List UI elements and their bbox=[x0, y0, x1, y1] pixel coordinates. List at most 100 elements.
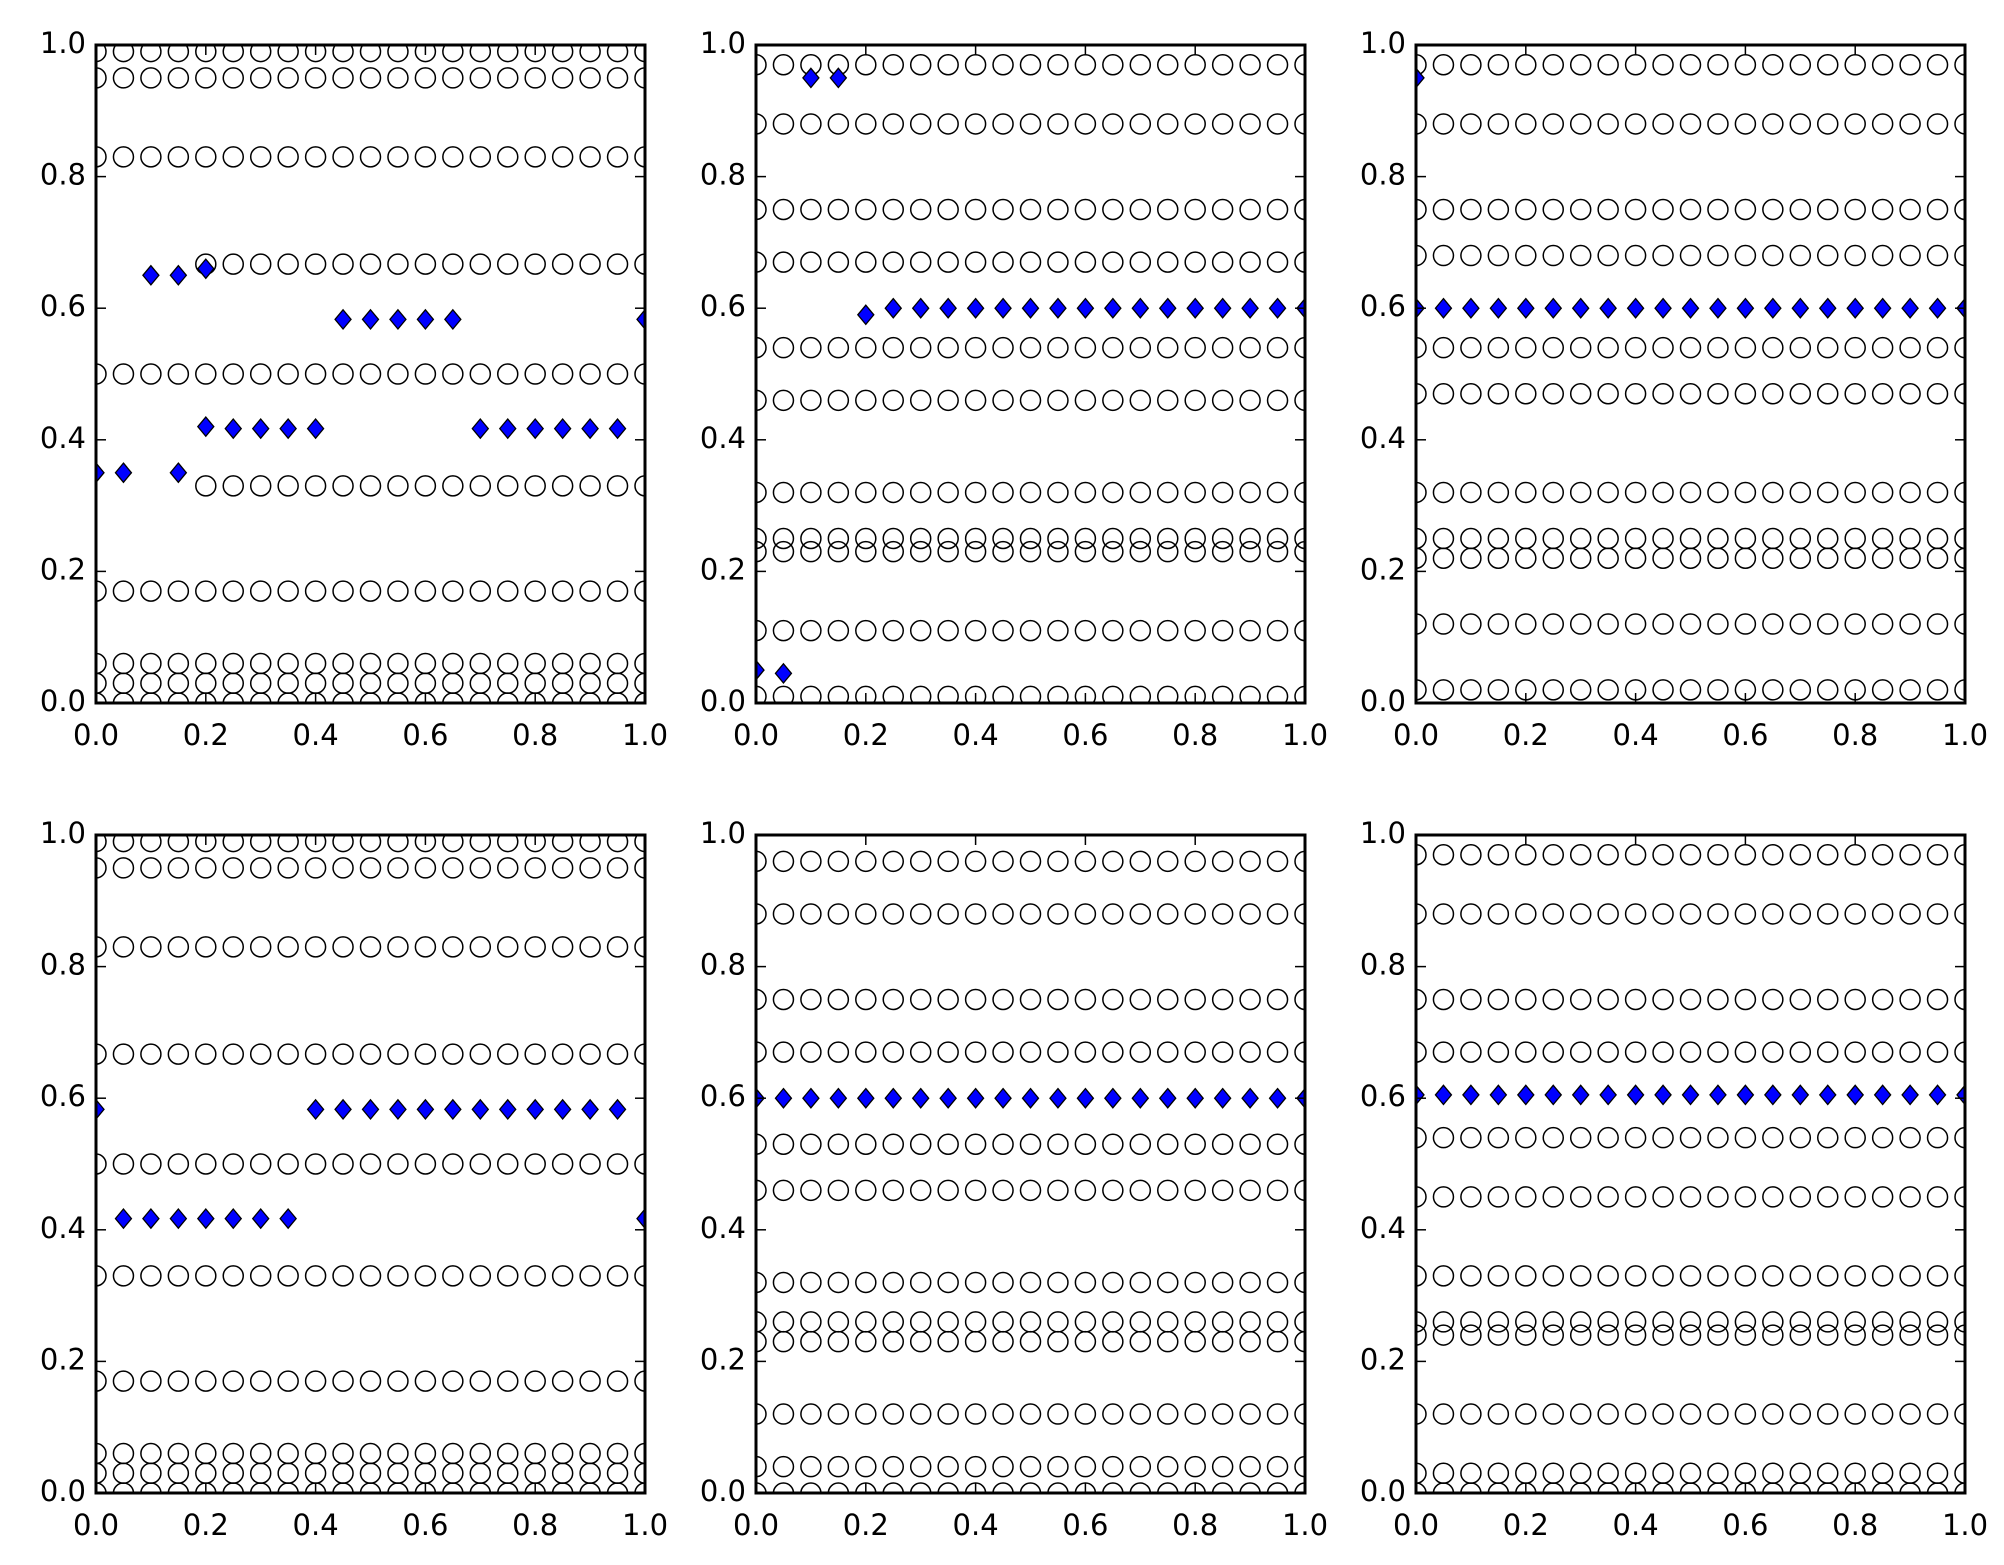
circle-point bbox=[992, 336, 1014, 359]
diamond-point bbox=[1736, 297, 1755, 319]
circle-point bbox=[222, 1442, 244, 1465]
circle-point bbox=[964, 113, 987, 135]
circle-point bbox=[937, 1330, 959, 1353]
circle-point bbox=[1294, 53, 1305, 76]
circle-point bbox=[112, 580, 135, 602]
circle-point bbox=[442, 672, 464, 695]
circle-point bbox=[1047, 1179, 1069, 1202]
circle-point bbox=[1047, 527, 1069, 550]
circle-point bbox=[387, 672, 409, 695]
circle-point bbox=[1294, 527, 1305, 550]
circle-point bbox=[855, 1455, 877, 1478]
circle-point bbox=[1707, 1041, 1729, 1063]
circle-point bbox=[1652, 527, 1674, 550]
circle-point bbox=[855, 1330, 877, 1353]
x-tick-label: 0.0 bbox=[733, 718, 779, 752]
circle-point bbox=[800, 850, 822, 873]
circle-point bbox=[1019, 1455, 1042, 1478]
circle-point bbox=[1047, 1482, 1069, 1493]
circle-point bbox=[1074, 1179, 1097, 1202]
circle-point bbox=[1762, 613, 1784, 635]
circle-point bbox=[1652, 336, 1674, 359]
diamond-point bbox=[756, 659, 765, 681]
circle-point bbox=[1102, 850, 1124, 873]
circle-point bbox=[277, 835, 299, 853]
circle-point bbox=[855, 527, 877, 550]
circle-point bbox=[1734, 1311, 1757, 1333]
circle-point bbox=[800, 540, 822, 563]
circle-point bbox=[1679, 113, 1702, 135]
diamond-point bbox=[279, 1207, 297, 1230]
circle-point bbox=[195, 1043, 217, 1065]
circle-point bbox=[1266, 1133, 1289, 1156]
circle-point bbox=[1266, 1330, 1289, 1353]
circle-point bbox=[1460, 843, 1482, 866]
circle-point bbox=[1926, 53, 1949, 76]
plot-frame bbox=[1414, 43, 1967, 705]
circle-point bbox=[1416, 1126, 1427, 1149]
circle-point bbox=[469, 857, 492, 879]
circle-point bbox=[304, 936, 327, 958]
circle-point bbox=[112, 857, 135, 879]
circle-point bbox=[756, 198, 767, 221]
circle-point bbox=[304, 475, 327, 497]
circle-point bbox=[1926, 244, 1949, 267]
circle-point bbox=[606, 672, 629, 695]
circle-point bbox=[1542, 113, 1564, 135]
circle-point bbox=[1294, 903, 1305, 925]
circle-point bbox=[1569, 1311, 1592, 1333]
x-tick-label: 0.4 bbox=[1613, 718, 1659, 752]
circle-point bbox=[277, 1442, 299, 1465]
circle-point bbox=[1432, 382, 1455, 405]
circle-point bbox=[1019, 251, 1042, 273]
circle-point bbox=[1019, 685, 1042, 703]
plot-frame bbox=[94, 833, 647, 1495]
circle-point bbox=[1102, 540, 1124, 563]
circle-point bbox=[1844, 988, 1866, 1011]
circle-point bbox=[1679, 336, 1702, 359]
circle-point bbox=[1597, 53, 1619, 76]
circle-point bbox=[1597, 613, 1619, 635]
circle-point bbox=[1157, 1133, 1179, 1156]
circle-point bbox=[359, 1265, 382, 1287]
circle-point bbox=[855, 1311, 877, 1333]
circle-point bbox=[855, 1041, 877, 1063]
circle-point bbox=[1542, 613, 1564, 635]
diamond-point bbox=[1268, 1087, 1287, 1109]
circle-point bbox=[524, 1265, 546, 1287]
circle-point bbox=[524, 475, 546, 497]
circle-point bbox=[551, 652, 574, 675]
circle-point bbox=[1019, 540, 1042, 563]
circle-point bbox=[756, 540, 767, 563]
y-tick-label: 0.8 bbox=[700, 948, 746, 982]
circle-point bbox=[1432, 527, 1455, 550]
circle-point bbox=[1515, 382, 1537, 405]
y-tick-label: 0.6 bbox=[40, 1079, 86, 1113]
circle-point bbox=[96, 652, 107, 675]
circle-point bbox=[800, 685, 822, 703]
circle-point bbox=[1211, 685, 1234, 703]
circle-point bbox=[772, 1311, 795, 1333]
circle-point bbox=[1266, 198, 1289, 221]
circle-point bbox=[442, 1265, 464, 1287]
circle-point bbox=[827, 1330, 850, 1353]
circle-point bbox=[1416, 988, 1427, 1011]
diamond-point bbox=[224, 417, 243, 440]
circle-point bbox=[1679, 1311, 1702, 1333]
diamond-point bbox=[1818, 1084, 1837, 1106]
circle-point bbox=[414, 363, 437, 385]
circle-point bbox=[497, 1043, 519, 1065]
diamond-point bbox=[251, 417, 270, 440]
circle-point bbox=[551, 1442, 574, 1465]
circle-point bbox=[1102, 1179, 1124, 1202]
circle-point bbox=[827, 1455, 850, 1478]
circle-point bbox=[827, 540, 850, 563]
circle-point bbox=[1294, 1133, 1305, 1156]
circle-point bbox=[414, 672, 437, 695]
circle-point bbox=[855, 1271, 877, 1294]
circle-point bbox=[167, 857, 190, 879]
circle-point bbox=[634, 936, 645, 958]
circle-point bbox=[882, 198, 904, 221]
circle-point bbox=[1597, 547, 1619, 569]
circle-point bbox=[800, 1271, 822, 1294]
